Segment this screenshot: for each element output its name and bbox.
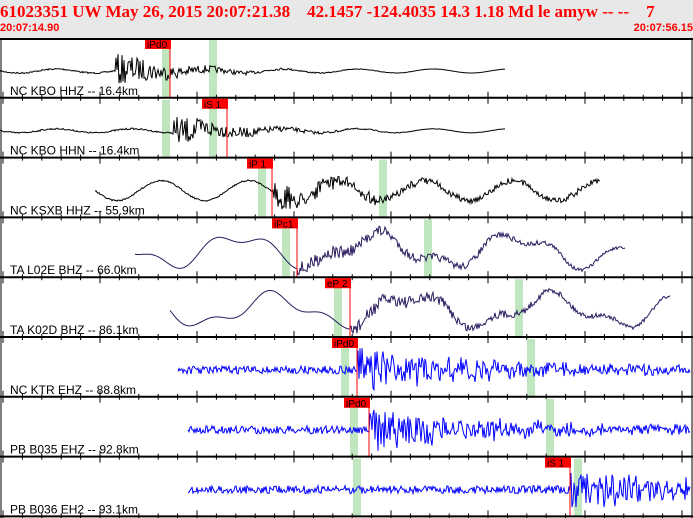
waveform [177,348,691,392]
pick-flag[interactable] [332,338,358,348]
pick-window [574,458,582,517]
pick-label: iS 1 [547,459,565,470]
pick-window [162,99,170,158]
event-title: 61023351 UW May 26, 2015 20:07:21.38 42.… [0,2,655,21]
event-header: 61023351 UW May 26, 2015 20:07:21.38 42.… [0,0,693,38]
pick-window [162,40,170,98]
waveform [0,117,506,142]
station-label: NC KBO HHZ -- 16.4km [10,84,138,98]
station-label: NC KSXB HHZ -- 55.9km [10,203,145,217]
pick-window [379,159,387,218]
trace-panel[interactable]: iPc1 TA L02E BHZ -- 66.0km [0,218,693,284]
pick-window [424,219,432,278]
end-time: 20:07:56.15 [633,22,693,34]
pick-label: iPc1 [274,219,294,230]
trace-panel[interactable]: iPd0 NC KTR EHZ -- 88.8km [0,338,693,403]
waveform [0,54,506,84]
pick-label: eP 2 [327,279,348,290]
pick-label: iPd0 [346,399,366,410]
pick-label: iP 1 [249,160,266,171]
pick-window [515,279,523,337]
pick-label: iPd0 [147,40,167,51]
trace-panel[interactable]: eP 2 TA K02D BHZ -- 86.1km [0,278,693,343]
trace-panel[interactable]: iS 1 NC KBO HHN -- 16.4km [0,98,693,164]
pick-window [209,40,217,98]
waveform [187,472,691,508]
pick-window [209,99,217,158]
station-label: TA K02D BHZ -- 86.1km [10,323,138,337]
trace-panel[interactable]: iS 1 PB B036 EH2 -- 93.1km [0,457,693,518]
station-label: PB B035 EHZ -- 92.8km [10,443,139,457]
waveform [94,175,601,210]
station-label: TA L02E BHZ -- 66.0km [10,263,137,277]
station-label: NC KBO HHN -- 16.4km [10,144,139,158]
pick-label: iPd0 [334,339,354,350]
waveform [169,287,671,335]
pick-window [258,159,266,218]
pick-flag[interactable] [325,278,351,289]
trace-panel[interactable]: iPd0 NC KBO HHZ -- 16.4km [0,39,693,104]
pick-window [334,279,342,337]
pick-window [546,398,554,457]
start-time: 20:07:14.90 [0,22,60,34]
pick-flag[interactable] [545,457,571,468]
pick-label: iS 1 [204,100,222,111]
pick-flag[interactable] [247,158,273,169]
waveform [134,225,626,275]
pick-window [341,339,349,397]
seismogram-plot[interactable]: iPd0 NC KBO HHZ -- 16.4km iS 1 NC KBO HHN -… [0,38,693,518]
trace-panel[interactable]: iP 1 NC KSXB HHZ -- 55.9km [0,158,693,224]
pick-flag[interactable] [145,39,171,49]
pick-flag[interactable] [344,397,370,408]
trace-panel[interactable]: iPd0 PB B035 EHZ -- 92.8km [0,397,693,463]
pick-flag[interactable] [272,218,298,229]
station-label: NC KTR EHZ -- 88.8km [10,383,136,397]
waveform [187,409,691,451]
pick-flag[interactable] [202,98,228,109]
pick-window [282,219,290,278]
station-label: PB B036 EH2 -- 93.1km [10,502,138,516]
